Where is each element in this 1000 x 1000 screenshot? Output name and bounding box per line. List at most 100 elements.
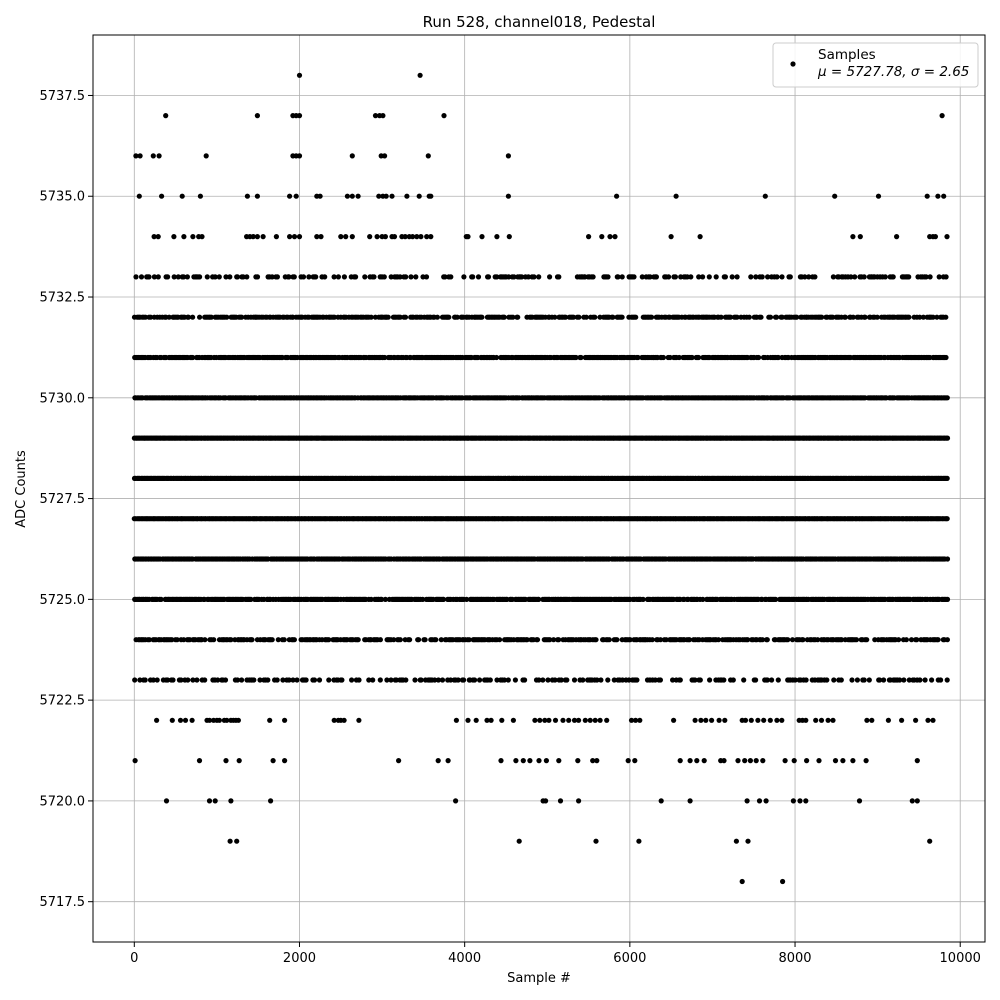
data-point: [445, 758, 451, 764]
data-point: [701, 758, 707, 764]
data-point: [593, 838, 599, 844]
data-point: [296, 72, 303, 78]
data-point: [199, 234, 205, 240]
data-point: [546, 717, 552, 723]
data-point: [830, 274, 837, 280]
data-point: [570, 314, 577, 320]
data-point: [599, 234, 605, 240]
data-point: [417, 72, 423, 78]
data-point: [744, 798, 750, 804]
data-point: [151, 274, 157, 280]
data-point: [132, 758, 138, 764]
data-point: [505, 193, 511, 199]
data-point: [722, 717, 728, 723]
data-point: [391, 234, 398, 240]
data-point: [615, 274, 621, 280]
data-point: [742, 758, 748, 764]
data-point: [273, 234, 279, 240]
data-point: [767, 717, 773, 723]
data-point: [368, 314, 374, 320]
data-point: [341, 717, 347, 723]
data-point: [790, 798, 797, 804]
data-point: [703, 717, 709, 723]
data-point: [453, 798, 459, 804]
data-point: [488, 717, 494, 723]
data-point: [484, 717, 490, 723]
data-point: [267, 717, 273, 723]
data-point: [728, 314, 734, 320]
data-point: [797, 798, 803, 804]
data-point: [250, 234, 256, 240]
data-point: [505, 153, 511, 159]
data-point: [672, 274, 679, 280]
data-point: [909, 798, 915, 804]
data-point: [197, 314, 203, 320]
data-point: [224, 717, 230, 723]
data-point: [454, 314, 460, 320]
data-point: [189, 717, 195, 723]
data-point: [666, 274, 672, 280]
data-point: [158, 596, 164, 603]
data-point: [254, 274, 261, 280]
data-point: [755, 717, 761, 723]
data-point: [291, 637, 297, 643]
data-point: [513, 758, 519, 764]
data-point: [338, 234, 344, 240]
data-point: [687, 798, 693, 804]
data-point: [190, 314, 196, 320]
data-point: [270, 758, 276, 764]
data-point: [941, 193, 947, 199]
data-point: [355, 193, 361, 199]
data-point: [204, 274, 210, 280]
data-point: [894, 234, 900, 240]
data-point: [382, 153, 388, 159]
data-point: [913, 717, 919, 723]
data-point: [592, 314, 598, 320]
data-point: [779, 717, 785, 723]
data-point: [254, 234, 260, 240]
data-point: [819, 314, 825, 320]
data-point: [944, 435, 951, 441]
data-point: [403, 274, 409, 280]
data-point: [625, 758, 631, 764]
data-point: [748, 717, 754, 723]
data-point: [671, 717, 677, 723]
data-point: [136, 193, 142, 199]
data-point: [774, 274, 780, 280]
data-point: [687, 758, 693, 764]
data-point: [842, 314, 849, 320]
data-point: [944, 596, 951, 603]
data-point: [709, 717, 715, 723]
data-point: [465, 234, 471, 240]
data-point: [177, 717, 184, 723]
data-point: [575, 758, 581, 764]
data-point: [349, 234, 355, 240]
data-point: [165, 274, 171, 280]
data-point: [306, 274, 312, 280]
data-point: [519, 274, 525, 280]
data-point: [756, 354, 762, 361]
data-point: [537, 717, 543, 723]
data-point: [344, 193, 350, 199]
data-point: [779, 314, 785, 320]
data-point: [240, 274, 246, 280]
data-point: [612, 234, 618, 240]
data-point: [875, 193, 882, 199]
data-point: [470, 274, 476, 280]
data-point: [525, 274, 532, 280]
data-point: [906, 274, 912, 280]
data-point: [254, 113, 260, 119]
data-point: [934, 314, 940, 320]
data-point: [590, 758, 596, 764]
data-point: [594, 758, 600, 764]
data-point: [943, 314, 949, 320]
data-point: [133, 153, 139, 159]
data-point: [291, 274, 297, 280]
data-point: [511, 274, 517, 280]
data-point: [576, 314, 582, 320]
data-point: [763, 798, 769, 804]
data-point: [803, 798, 809, 804]
data-point: [571, 717, 578, 723]
data-point: [286, 274, 292, 280]
data-point: [660, 354, 667, 361]
